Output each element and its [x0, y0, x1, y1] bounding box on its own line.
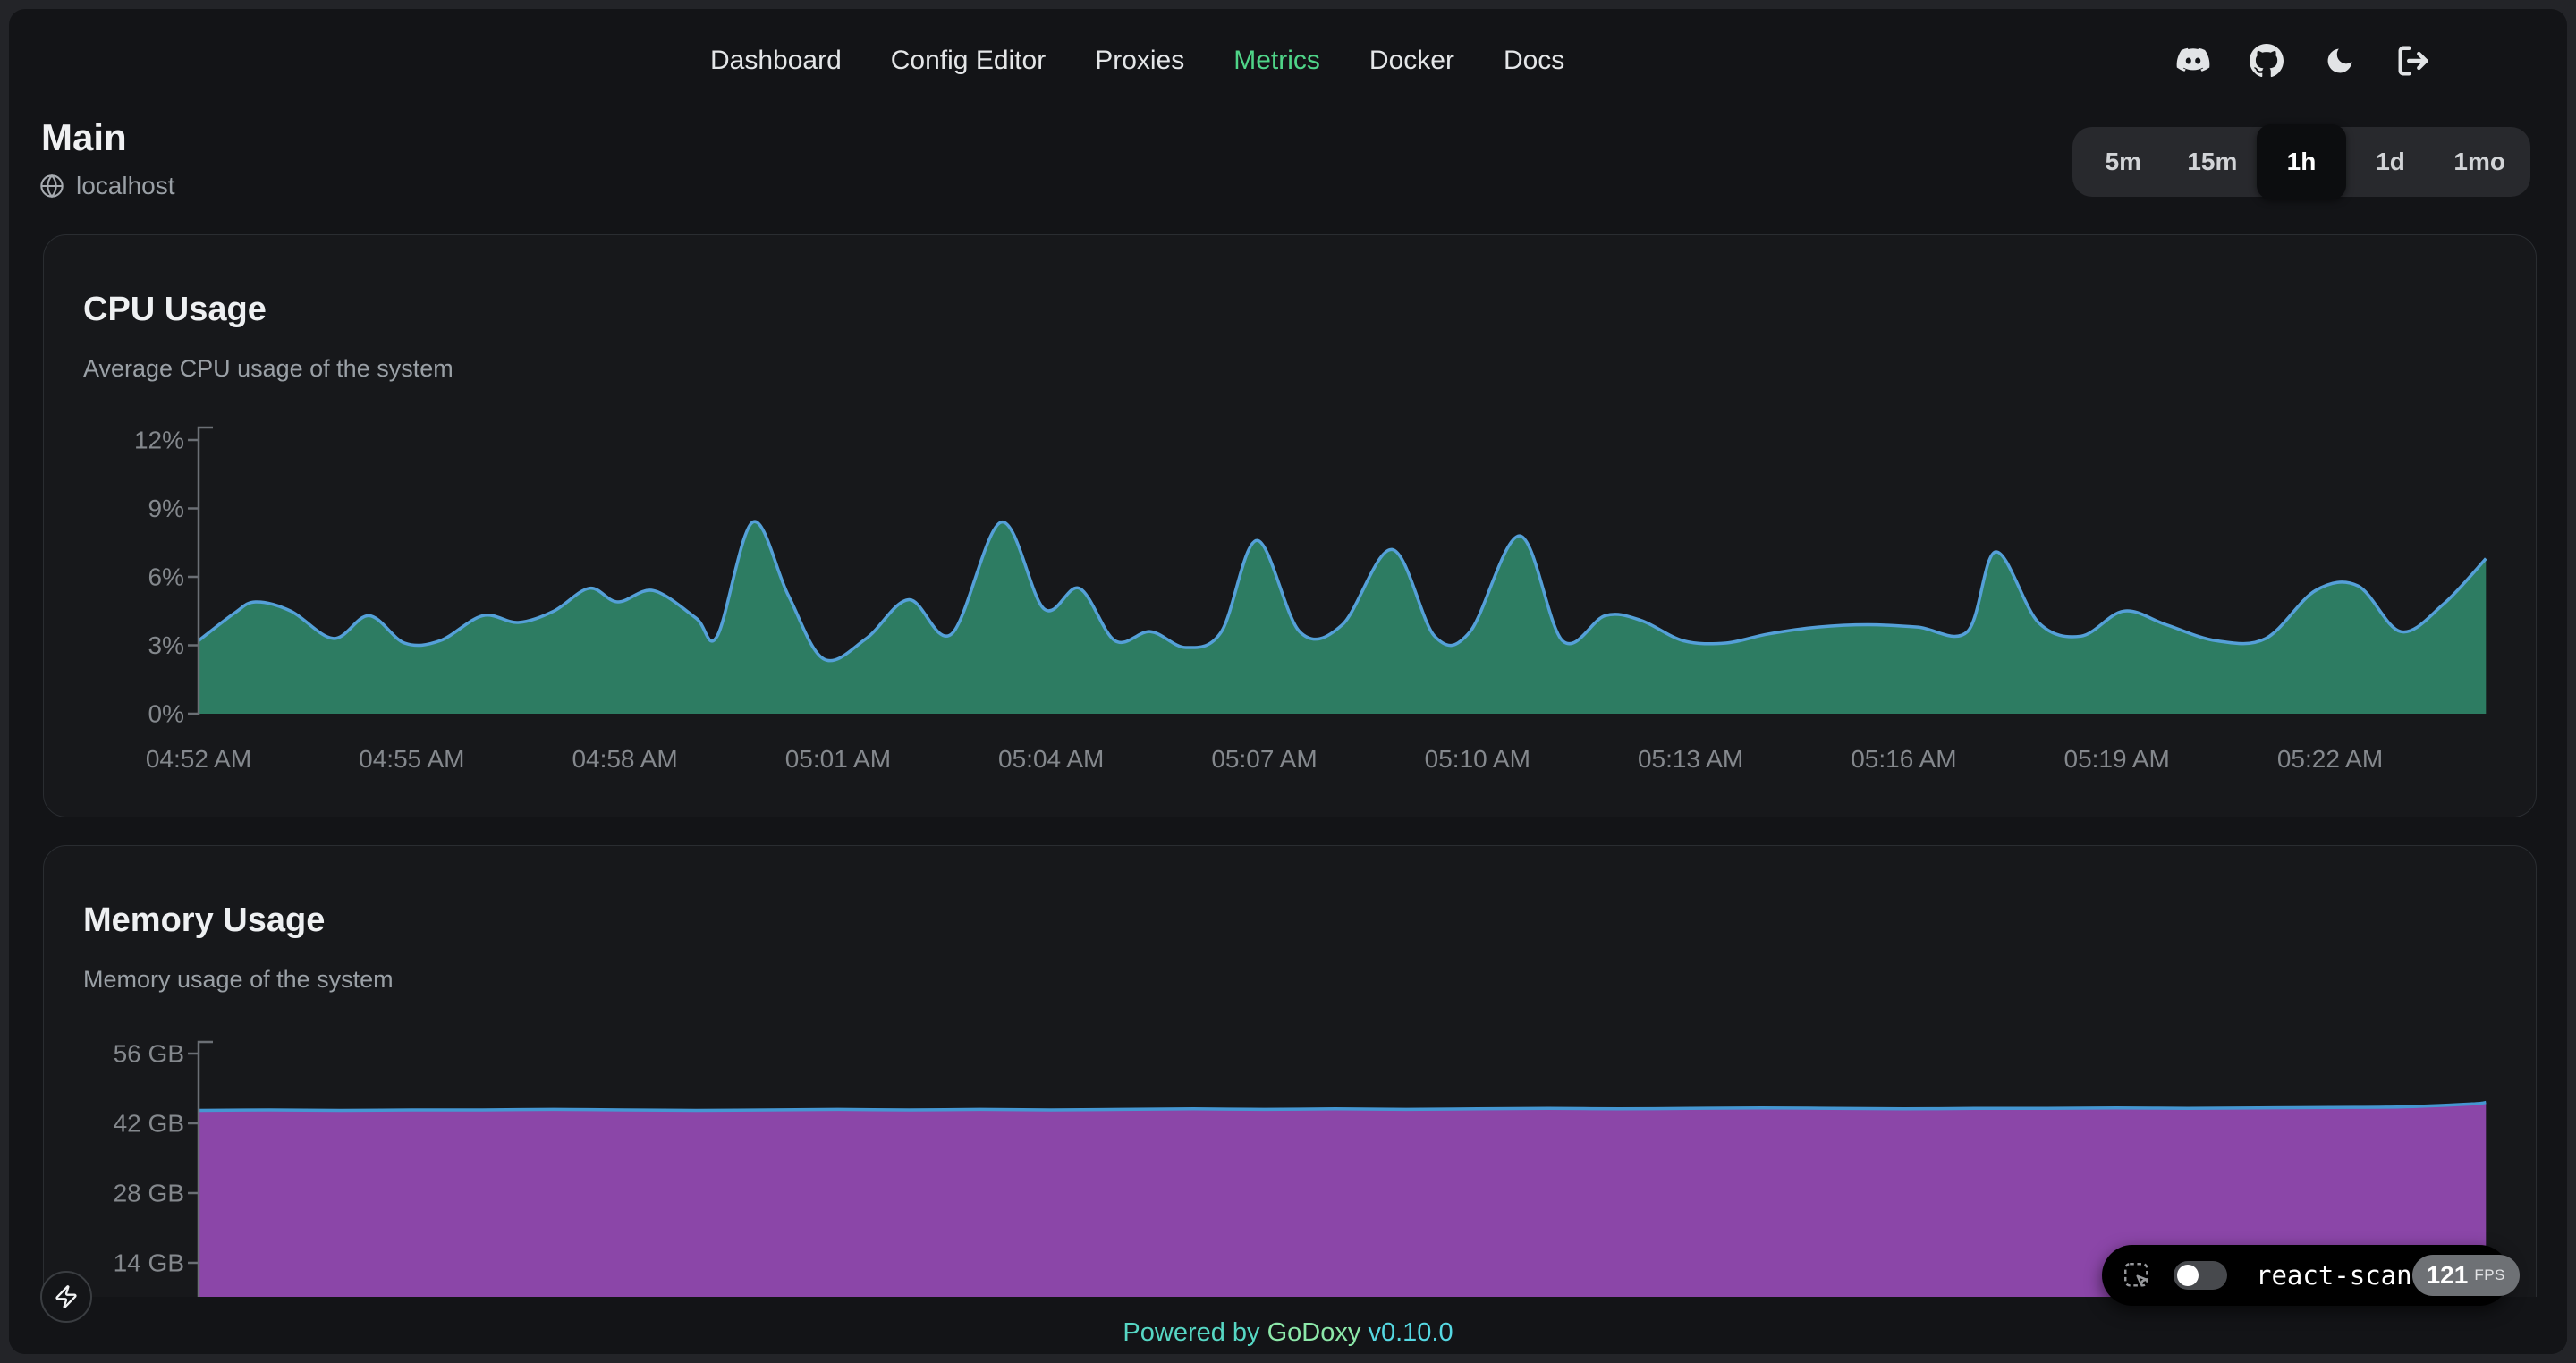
y-tick-label: 14 GB — [114, 1249, 184, 1276]
discord-icon[interactable] — [2175, 43, 2211, 79]
y-tick-label: 42 GB — [114, 1110, 184, 1138]
toggle-knob — [2177, 1265, 2199, 1286]
nav-item-dashboard[interactable]: Dashboard — [710, 46, 842, 76]
host-row: localhost — [39, 172, 175, 200]
top-nav: Dashboard Config Editor Proxies Metrics Dock… — [710, 41, 1564, 80]
y-tick-label: 9% — [148, 495, 184, 522]
powered-by-label: Powered by — [1123, 1318, 1259, 1347]
globe-icon — [39, 174, 64, 199]
quick-actions-button[interactable] — [40, 1271, 92, 1323]
y-tick-label: 12% — [134, 427, 184, 454]
inspect-cursor-icon[interactable] — [2122, 1260, 2152, 1291]
powered-by-line: Powered by GoDoxy v0.10.0 — [9, 1318, 2567, 1348]
x-tick-label: 05:10 AM — [1425, 745, 1530, 773]
time-range-selector: 5m15m1h1d1mo — [2072, 127, 2530, 197]
y-tick-label: 28 GB — [114, 1179, 184, 1206]
github-icon[interactable] — [2249, 43, 2284, 79]
nav-item-docker[interactable]: Docker — [1369, 46, 1454, 76]
x-tick-label: 05:04 AM — [998, 745, 1104, 773]
nav-item-config-editor[interactable]: Config Editor — [891, 46, 1046, 76]
logout-icon[interactable] — [2395, 43, 2431, 79]
app-window: Dashboard Config Editor Proxies Metrics Dock… — [9, 9, 2567, 1354]
x-tick-label: 05:01 AM — [785, 745, 891, 773]
header-icon-bar — [2175, 43, 2431, 79]
godoxy-link[interactable]: GoDoxy — [1267, 1318, 1361, 1347]
react-scan-toggle[interactable] — [2174, 1261, 2227, 1290]
time-range-option-5m[interactable]: 5m — [2079, 133, 2168, 190]
theme-moon-icon[interactable] — [2322, 43, 2358, 79]
x-tick-label: 05:13 AM — [1638, 745, 1743, 773]
x-tick-label: 05:16 AM — [1851, 745, 1956, 773]
y-tick-label: 0% — [148, 700, 184, 728]
y-tick-label: 6% — [148, 563, 184, 591]
area-line — [199, 1103, 2486, 1111]
x-tick-label: 04:58 AM — [572, 745, 677, 773]
cpu-card-subtitle: Average CPU usage of the system — [83, 355, 453, 383]
page-title: Main — [41, 116, 127, 159]
cpu-card-title: CPU Usage — [83, 291, 267, 329]
y-tick-label: 3% — [148, 631, 184, 659]
x-tick-label: 05:22 AM — [2277, 745, 2383, 773]
nav-item-metrics[interactable]: Metrics — [1233, 46, 1320, 76]
time-range-option-15m[interactable]: 15m — [2168, 133, 2258, 190]
x-tick-label: 05:07 AM — [1211, 745, 1317, 773]
memory-card-subtitle: Memory usage of the system — [83, 966, 394, 994]
fps-value: 121 — [2427, 1261, 2469, 1290]
x-tick-label: 04:55 AM — [359, 745, 464, 773]
y-tick-label: 56 GB — [114, 1040, 184, 1068]
x-tick-label: 04:52 AM — [146, 745, 251, 773]
nav-item-proxies[interactable]: Proxies — [1095, 46, 1184, 76]
fps-unit: FPS — [2474, 1266, 2505, 1284]
hostname-label: localhost — [76, 172, 175, 200]
cpu-usage-chart: 0% 3% 6% 9% 12% 04:52 AM 04:55 AM 04:58 AM 05:01… — [116, 407, 2531, 778]
nav-item-docs[interactable]: Docs — [1504, 46, 1564, 76]
fps-badge: 121 FPS — [2412, 1255, 2520, 1296]
version-label: v0.10.0 — [1368, 1318, 1453, 1347]
x-tick-label: 05:19 AM — [2064, 745, 2170, 773]
time-range-option-1mo[interactable]: 1mo — [2435, 133, 2524, 190]
lightning-bolt-icon — [54, 1284, 79, 1309]
react-scan-label: react-scan — [2256, 1260, 2412, 1291]
time-range-option-1d[interactable]: 1d — [2346, 133, 2436, 190]
time-range-option-1h[interactable]: 1h — [2257, 124, 2346, 199]
memory-card-title: Memory Usage — [83, 902, 325, 940]
react-scan-toolbar: react-scan 121 FPS — [2102, 1245, 2510, 1306]
